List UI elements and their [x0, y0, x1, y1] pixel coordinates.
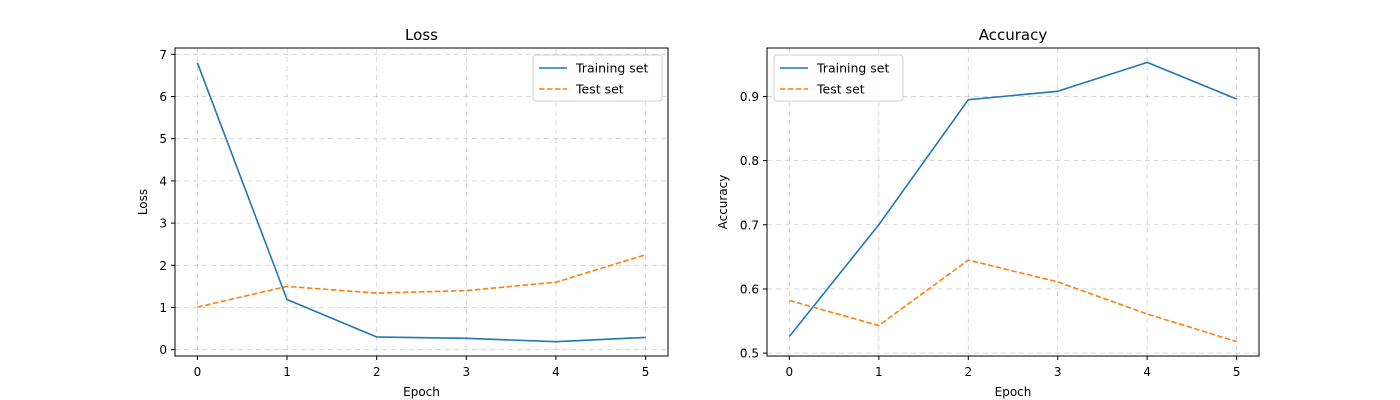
- y-tick-label: 3: [159, 217, 167, 231]
- x-tick-label: 0: [786, 365, 794, 379]
- legend: Training set Test set: [773, 54, 904, 102]
- series-line-training-set: [196, 62, 646, 343]
- y-axis-label: Accuracy: [716, 175, 730, 230]
- x-tick-label: 1: [283, 365, 291, 379]
- x-tick-label: 2: [964, 365, 972, 379]
- x-tick-label: 3: [1054, 365, 1062, 379]
- x-tick-label: 4: [552, 365, 560, 379]
- series-line-test-set: [197, 253, 646, 308]
- series-line-test-set: [789, 259, 1237, 343]
- legend-label: Test set: [816, 82, 865, 97]
- y-tick-label: 2: [159, 259, 167, 273]
- y-axis-label: Loss: [136, 189, 150, 215]
- legend: Training set Test set: [532, 54, 663, 102]
- y-tick-label: 7: [159, 48, 167, 62]
- y-tick-label: 1: [159, 301, 167, 315]
- axes-frame: [174, 47, 669, 357]
- y-tick-label: 0.8: [740, 154, 759, 168]
- legend-label: Test set: [575, 82, 624, 97]
- legend-label: Training set: [575, 61, 648, 76]
- y-tick-label: 0.6: [740, 282, 759, 296]
- x-axis-label: Epoch: [403, 385, 440, 399]
- y-tick-label: 0.7: [740, 218, 759, 232]
- x-tick-label: 2: [373, 365, 381, 379]
- chart-title: Loss: [405, 26, 438, 44]
- x-tick-label: 5: [1233, 365, 1241, 379]
- x-tick-label: 0: [194, 365, 202, 379]
- x-tick-label: 1: [875, 365, 883, 379]
- x-axis-label: Epoch: [995, 385, 1032, 399]
- chart-title: Accuracy: [979, 26, 1048, 44]
- y-tick-label: 4: [159, 174, 167, 188]
- y-tick-label: 0.5: [740, 347, 759, 361]
- chart-panel-2: 0 1 2 3 4 5 0.5 0.6 0.7 0.8 0.9 Accuracy Epoch Accura…: [716, 26, 1260, 399]
- x-tick-label: 5: [642, 365, 650, 379]
- series-line-training-set: [788, 61, 1237, 337]
- y-tick-label: 5: [159, 132, 167, 146]
- x-tick-label: 3: [462, 365, 470, 379]
- axes-frame: [766, 47, 1260, 357]
- y-tick-label: 0: [159, 343, 167, 357]
- x-tick-label: 4: [1143, 365, 1151, 379]
- y-tick-label: 0.9: [740, 90, 759, 104]
- legend-label: Training set: [816, 61, 889, 76]
- y-tick-label: 6: [159, 90, 167, 104]
